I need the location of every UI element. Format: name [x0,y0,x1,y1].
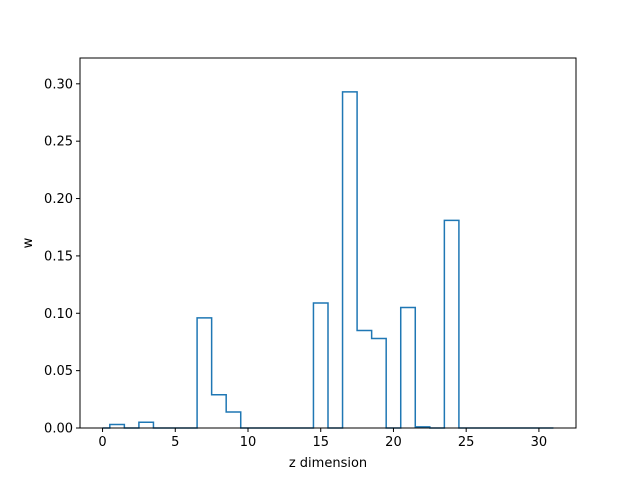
x-tick-label: 10 [240,435,257,450]
axes-frame [79,57,577,429]
x-tick-label: 5 [171,435,179,450]
x-axis: 0 5 10 15 20 25 30 [98,428,547,450]
x-tick-label: 15 [312,435,329,450]
x-tick-label: 0 [98,435,106,450]
x-tick-label: 30 [531,435,548,450]
y-tick-label: 0.10 [44,307,73,322]
y-axis: 0.00 0.05 0.10 0.15 0.20 0.25 0.30 [44,77,80,437]
x-axis-label: z dimension [289,456,367,471]
y-tick-label: 0.05 [44,364,73,379]
y-axis-label: w [21,237,36,248]
x-tick-label: 25 [458,435,475,450]
y-tick-label: 0.15 [44,249,73,264]
y-tick-label: 0.25 [44,135,73,150]
x-tick-label: 20 [385,435,402,450]
y-tick-label: 0.00 [44,422,73,437]
y-tick-label: 0.20 [44,192,73,207]
y-tick-label: 0.30 [44,77,73,92]
